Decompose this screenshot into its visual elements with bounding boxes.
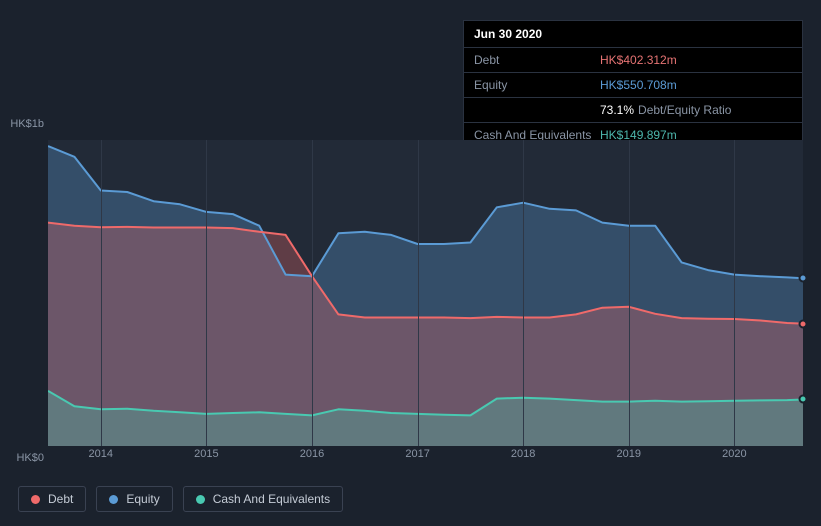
legend: Debt Equity Cash And Equivalents <box>18 486 343 512</box>
chart-svg <box>48 140 803 446</box>
legend-label: Cash And Equivalents <box>213 492 330 506</box>
tooltip-value: HK$550.708m <box>600 78 677 92</box>
y-axis-tick-top: HK$1b <box>10 118 44 130</box>
tooltip-label <box>474 103 600 117</box>
chart-plot-area[interactable] <box>48 140 803 446</box>
x-axis-tick: 2017 <box>405 448 429 460</box>
tooltip-value: HK$402.312m <box>600 53 677 67</box>
grid-line <box>629 140 630 446</box>
grid-line <box>418 140 419 446</box>
x-axis-tick: 2019 <box>617 448 641 460</box>
legend-item-equity[interactable]: Equity <box>96 486 172 512</box>
grid-line <box>206 140 207 446</box>
x-axis-tick: 2020 <box>722 448 746 460</box>
tooltip-label: Equity <box>474 78 600 92</box>
tooltip-row-equity: Equity HK$550.708m <box>464 73 802 98</box>
grid-line <box>734 140 735 446</box>
end-marker-debt <box>799 319 808 328</box>
x-axis-tick: 2014 <box>89 448 113 460</box>
end-marker-equity <box>799 274 808 283</box>
legend-swatch <box>31 495 40 504</box>
x-axis: 2014 2015 2016 2017 2018 2019 2020 <box>48 446 803 466</box>
x-axis-tick: 2015 <box>194 448 218 460</box>
tooltip-date: Jun 30 2020 <box>464 21 802 48</box>
legend-item-debt[interactable]: Debt <box>18 486 86 512</box>
grid-line <box>523 140 524 446</box>
tooltip-label: Debt <box>474 53 600 67</box>
grid-line <box>101 140 102 446</box>
legend-label: Debt <box>48 492 73 506</box>
legend-item-cash[interactable]: Cash And Equivalents <box>183 486 343 512</box>
x-axis-tick: 2018 <box>511 448 535 460</box>
x-axis-tick: 2016 <box>300 448 324 460</box>
tooltip-row-debt: Debt HK$402.312m <box>464 48 802 73</box>
legend-label: Equity <box>126 492 159 506</box>
legend-swatch <box>196 495 205 504</box>
legend-swatch <box>109 495 118 504</box>
chart-container: HK$1b HK$0 2014201520162017201820192020 … <box>18 120 803 512</box>
y-axis-tick-bottom: HK$0 <box>16 452 44 464</box>
grid-line <box>312 140 313 446</box>
tooltip-value: 73.1%Debt/Equity Ratio <box>600 103 731 117</box>
end-marker-cash <box>799 395 808 404</box>
